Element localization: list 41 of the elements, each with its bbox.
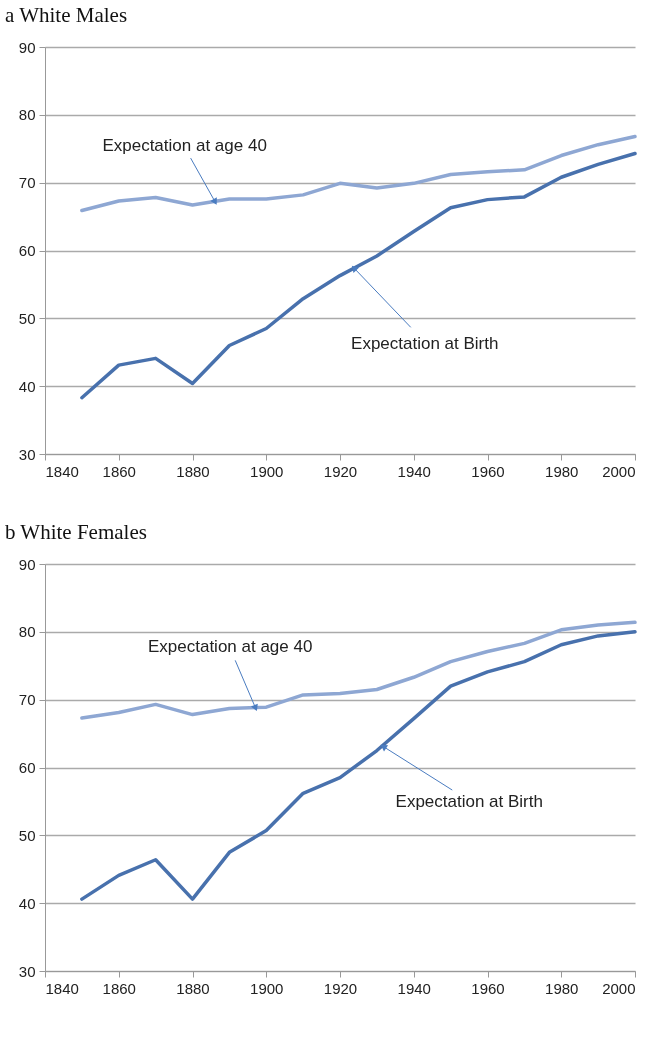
y-tick-label: 50 [18, 309, 36, 327]
annotation: Expectation at Birth [395, 792, 543, 812]
chart-title: b White Females [5, 520, 147, 544]
y-tick-label: 30 [18, 962, 36, 980]
y-tick-label: 80 [18, 623, 36, 641]
y-tick-label: 90 [18, 38, 36, 56]
chart-title: a White Males [5, 3, 128, 27]
x-tick-label: 2000 [602, 462, 636, 480]
y-tick-label: 90 [18, 555, 36, 573]
x-tick-label: 1900 [250, 462, 284, 480]
x-tick-label: 1860 [102, 979, 136, 997]
x-tick-label: 1920 [323, 979, 358, 997]
y-tick-label: 70 [18, 691, 36, 709]
line-series [80, 134, 637, 213]
x-tick-label: 1880 [176, 979, 210, 997]
x-tick-label: 1840 [45, 462, 79, 480]
x-tick-label: 1940 [397, 462, 431, 480]
y-tick-label: 40 [18, 377, 36, 395]
line-series [80, 630, 637, 901]
annotation: Expectation at Birth [351, 333, 499, 353]
line-series [80, 620, 637, 720]
x-tick-label: 1980 [545, 979, 579, 997]
y-tick-label: 70 [18, 174, 36, 192]
y-tick-label: 40 [18, 894, 36, 912]
x-tick-label: 1840 [45, 979, 79, 997]
x-tick-label: 1940 [397, 979, 431, 997]
x-tick-label: 1960 [471, 979, 505, 997]
y-tick-label: 60 [18, 759, 36, 776]
x-tick-label: 2000 [602, 979, 636, 997]
x-tick-label: 1860 [102, 462, 136, 480]
x-tick-label: 1900 [250, 979, 284, 997]
annotation: Expectation at age 40 [102, 135, 267, 155]
x-tick-label: 1960 [471, 462, 505, 480]
x-tick-label: 1880 [176, 462, 210, 480]
y-tick-label: 30 [18, 445, 36, 463]
x-tick-label: 1920 [323, 462, 358, 480]
x-tick-label: 1980 [545, 462, 579, 480]
annotation: Expectation at age 40 [147, 637, 313, 657]
y-tick-label: 60 [18, 242, 36, 259]
y-tick-label: 50 [18, 826, 36, 844]
y-tick-label: 80 [18, 106, 36, 124]
